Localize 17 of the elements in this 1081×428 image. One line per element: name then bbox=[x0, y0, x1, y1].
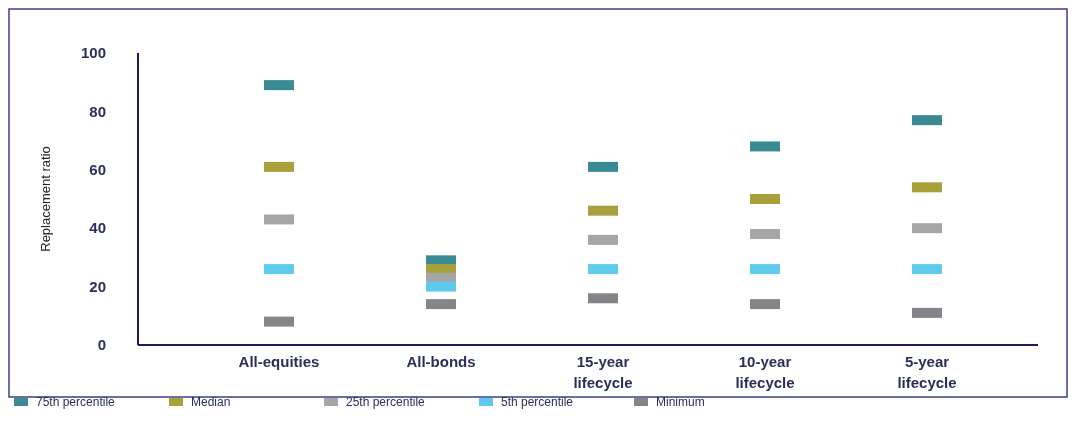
x-tick-label: All-equities bbox=[238, 353, 320, 370]
legend-label: 5th percentile bbox=[501, 395, 574, 409]
y-tick-label: 40 bbox=[89, 219, 106, 237]
y-axis-title: Replacement ratio bbox=[38, 146, 53, 252]
legend-label: Minimum bbox=[656, 395, 705, 409]
x-tick-label: 15-year lifecycle bbox=[573, 353, 633, 391]
x-tick-label: All-bonds bbox=[406, 353, 476, 370]
y-tick-label: 100 bbox=[80, 44, 106, 62]
legend-label: 75th percentile bbox=[36, 395, 116, 409]
y-tick-label: 0 bbox=[97, 336, 106, 354]
y-tick-label: 60 bbox=[89, 161, 106, 179]
x-tick-label: 10-year lifecycle bbox=[735, 353, 795, 391]
legend-label: Median bbox=[191, 395, 231, 409]
y-tick-label: 20 bbox=[89, 277, 106, 295]
legend-label: 25th percentile bbox=[346, 395, 426, 409]
y-tick-label: 80 bbox=[89, 102, 106, 120]
x-tick-label: 5-year lifecycle bbox=[897, 353, 957, 391]
